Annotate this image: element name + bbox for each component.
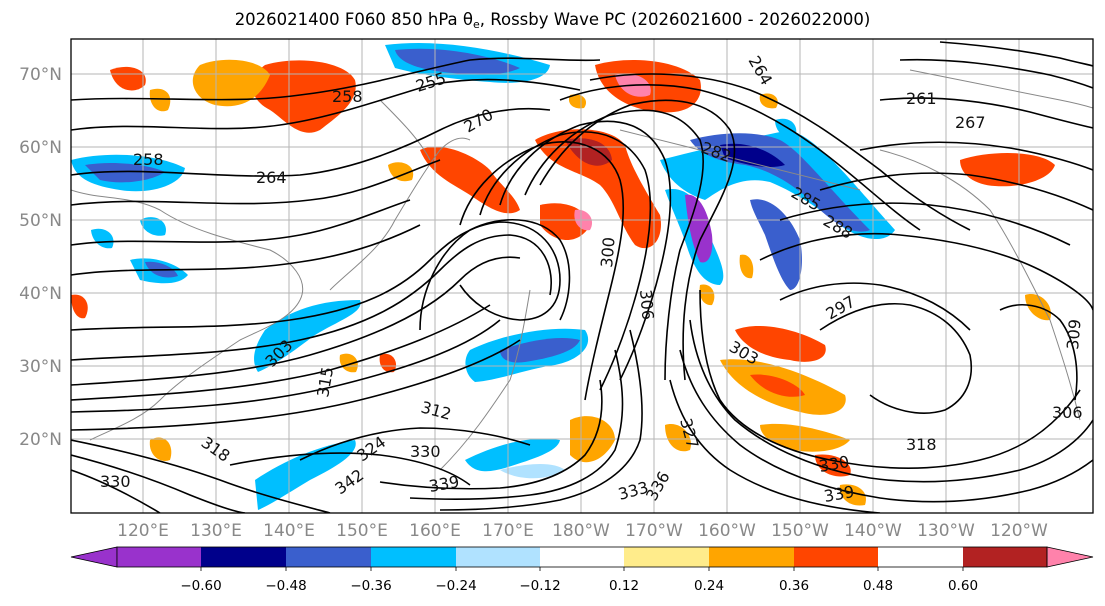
lon-label: 160°W [698,521,756,541]
colorbar-swatch [624,547,709,567]
contour-label: 330 [410,442,441,461]
lon-label: 120°W [990,521,1048,541]
colorbar-swatch [117,547,201,567]
colorbar-tick-label: −0.60 [180,578,221,594]
theta-e-contours [71,41,1093,513]
lon-label: 170°W [625,521,683,541]
lat-label: 50°N [19,211,62,231]
lon-label: 150°E [336,521,388,541]
contour-label: 261 [906,89,937,108]
colorbar-swatch [201,547,286,567]
gridlines [71,39,1093,513]
contour-label: 300 [597,236,619,268]
colorbar-swatch [709,547,794,567]
colorbar-tick-label: −0.12 [519,578,560,594]
colorbar [70,546,1094,571]
colorbar-tick-label: 0.12 [609,578,639,594]
lat-label: 70°N [19,65,62,85]
colorbar-swatch [371,547,456,567]
colorbar-tick-label: 0.48 [863,578,893,594]
lon-label: 180°W [552,521,610,541]
colorbar-swatch [794,547,878,567]
anomaly-shading [71,42,1055,510]
colorbar-ticks: −0.60 −0.48 −0.36 −0.24 −0.12 0.12 0.24 … [180,578,978,594]
contour-label: 306 [1052,403,1083,422]
contour-label: 318 [906,435,937,454]
lon-label: 170°E [482,521,534,541]
colorbar-swatch [456,547,540,567]
contour-label: 330 [100,472,131,491]
colorbar-tick-label: 0.24 [694,578,724,594]
colorbar-tick-label: −0.48 [265,578,306,594]
map-title: 2026021400 F060 850 hPa θe, Rossby Wave … [234,10,871,31]
latitude-labels: 70°N 60°N 50°N 40°N 30°N 20°N [19,65,62,450]
contour-label: 306 [636,289,658,321]
contour-label: 309 [1063,318,1085,350]
lon-label: 130°E [190,521,242,541]
colorbar-tick-label: −0.36 [350,578,391,594]
colorbar-outline [116,546,1048,568]
contour-label: 258 [133,150,164,169]
contour-label: 258 [332,87,363,106]
contour-label: 264 [256,168,287,187]
coastlines [71,69,1093,471]
colorbar-extend-min [70,546,118,568]
lat-label: 20°N [19,430,62,450]
lat-label: 30°N [19,357,62,377]
colorbar-extend-max [1046,546,1094,568]
lon-label: 140°E [263,521,315,541]
colorbar-swatch [540,547,624,567]
lon-label: 150°W [771,521,829,541]
map-frame [70,38,1094,514]
lat-label: 40°N [19,284,62,304]
colorbar-swatch [963,547,1047,567]
colorbar-tick-label: 0.60 [948,578,978,594]
longitude-labels: 120°E 130°E 140°E 150°E 160°E 170°E 180°… [117,521,1048,541]
lon-label: 140°W [844,521,902,541]
lon-label: 120°E [117,521,169,541]
colorbar-tick-label: 0.36 [779,578,809,594]
colorbar-swatch [286,547,371,567]
contour-label: 267 [955,113,986,132]
lon-label: 160°E [409,521,461,541]
lon-label: 130°W [917,521,975,541]
lat-label: 60°N [19,138,62,158]
colorbar-tick-label: −0.24 [435,578,476,594]
